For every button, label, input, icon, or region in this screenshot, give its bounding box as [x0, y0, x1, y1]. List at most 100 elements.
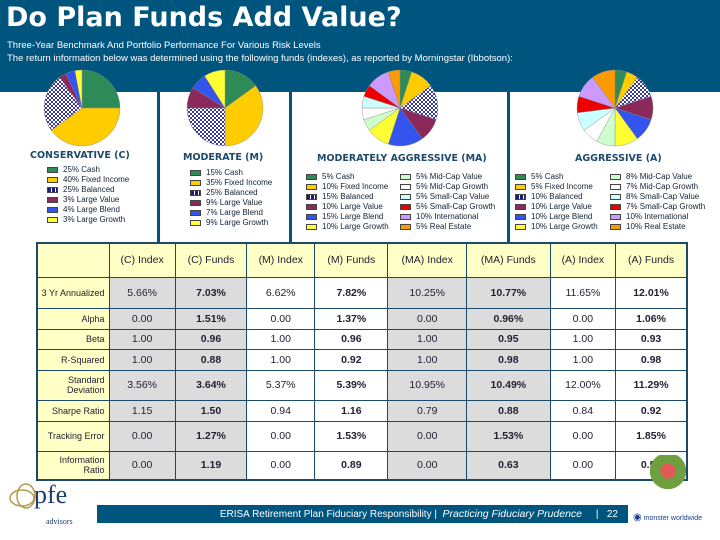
- legend-item: 40% Fixed Income: [47, 175, 129, 185]
- legend-swatch: [515, 194, 526, 200]
- table-row: Information Ratio 0.00 1.19 0.00 0.89 0.00 0.6…: [36, 450, 688, 481]
- table-cell: 0.84: [549, 399, 617, 422]
- legend: 15% Cash 35% Fixed Income 25% Balanced 9% L…: [190, 168, 272, 228]
- legend-swatch: [400, 184, 411, 190]
- legend-label: 25% Cash: [63, 165, 100, 174]
- legend-swatch: [400, 204, 411, 210]
- legend-item: 5% Real Estate: [400, 222, 495, 232]
- table-cell: 0.00: [246, 307, 316, 330]
- table-cell: 1.53%: [465, 420, 551, 452]
- legend-label: 5% Cash: [531, 172, 564, 181]
- legend-label: 5% Small-Cap Growth: [416, 202, 496, 211]
- legend-label: 40% Fixed Income: [63, 175, 130, 184]
- table-cell: 0.79: [387, 399, 467, 422]
- legend-swatch: [610, 174, 621, 180]
- table-cell: 1.00: [387, 348, 467, 371]
- legend-swatch: [610, 224, 621, 230]
- table-cell: 1.27%: [174, 420, 248, 452]
- legend-item: 3% Large Growth: [47, 215, 129, 225]
- column-header: (M) Funds: [314, 242, 389, 278]
- legend-item: 25% Balanced: [47, 185, 129, 195]
- legend-swatch: [47, 177, 58, 183]
- legend-swatch: [515, 184, 526, 190]
- table-cell: 10.95%: [387, 369, 467, 401]
- legend: 8% Mid-Cap Value 7% Mid-Cap Growth 8% Smal…: [610, 172, 705, 232]
- legend-item: 5% Mid-Cap Value: [400, 172, 495, 182]
- legend-label: 8% Mid-Cap Value: [626, 172, 693, 181]
- legend-swatch: [306, 174, 317, 180]
- legend-swatch: [306, 184, 317, 190]
- legend-swatch: [47, 217, 58, 223]
- row-label: Tracking Error: [36, 420, 110, 452]
- legend-item: 25% Cash: [47, 165, 129, 175]
- header-banner: Do Plan Funds Add Value? Three-Year Benc…: [0, 0, 720, 92]
- table-cell: 1.51%: [174, 307, 248, 330]
- table-cell: 0.00: [549, 420, 617, 452]
- legend-item: 3% Large Value: [47, 195, 129, 205]
- legend-label: 5% Mid-Cap Value: [416, 172, 483, 181]
- legend-label: 10% Large Blend: [531, 212, 593, 221]
- table-cell: 1.00: [549, 348, 617, 371]
- column-header: (M) Index: [246, 242, 316, 278]
- legend-label: 10% International: [416, 212, 479, 221]
- legend-swatch: [400, 214, 411, 220]
- page-title: Do Plan Funds Add Value?: [6, 2, 402, 33]
- legend-label: 7% Large Blend: [206, 208, 263, 217]
- legend-item: 15% Cash: [190, 168, 272, 178]
- legend-swatch: [190, 180, 201, 186]
- corner-cell: [36, 242, 110, 278]
- table-cell: 0.00: [549, 307, 617, 330]
- legend: 5% Cash 5% Fixed Income 10% Balanced 10% La…: [515, 172, 598, 232]
- legend-swatch: [515, 174, 526, 180]
- table-cell: 0.96: [314, 328, 389, 350]
- subtitle: Three-Year Benchmark And Portfolio Perfo…: [7, 40, 321, 51]
- legend-item: 10% International: [400, 212, 495, 222]
- legend-label: 9% Large Growth: [206, 218, 269, 227]
- legend-label: 10% Fixed Income: [322, 182, 389, 191]
- pfe-advisors-logo: pfe advisors: [6, 480, 94, 528]
- mascot-icon: [650, 455, 686, 495]
- legend-swatch: [306, 214, 317, 220]
- footer-bar: ERISA Retirement Plan Fiduciary Responsi…: [97, 505, 628, 523]
- legend-label: 3% Large Growth: [63, 215, 126, 224]
- svg-text:pfe: pfe: [34, 480, 67, 509]
- legend-swatch: [190, 220, 201, 226]
- table-cell: 0.00: [108, 307, 176, 330]
- legend: 5% Cash 10% Fixed Income 15% Balanced 10% L…: [306, 172, 389, 232]
- legend-item: 10% Large Growth: [515, 222, 598, 232]
- legend-item: 5% Cash: [515, 172, 598, 182]
- table-cell: 1.00: [549, 328, 617, 350]
- legend-swatch: [190, 200, 201, 206]
- legend-label: 5% Real Estate: [416, 222, 472, 231]
- table-cell: 0.00: [387, 420, 467, 452]
- legend-item: 10% Balanced: [515, 192, 598, 202]
- legend-label: 10% Large Growth: [531, 222, 598, 231]
- divider: [157, 92, 160, 242]
- page-number: 22: [606, 509, 618, 520]
- table-cell: 1.37%: [314, 307, 389, 330]
- table-cell: 0.96%: [465, 307, 551, 330]
- pie-chart: [361, 69, 439, 147]
- legend-swatch: [400, 224, 411, 230]
- table-cell: 1.16: [314, 399, 389, 422]
- table-cell: 0.98: [465, 348, 551, 371]
- table-cell: 1.06%: [615, 307, 688, 330]
- table-cell: 1.00: [108, 328, 176, 350]
- legend-item: 15% Balanced: [306, 192, 389, 202]
- table-row: R-Squared 1.00 0.88 1.00 0.92 1.00 0.98 1.00 0.9…: [36, 348, 688, 371]
- legend-item: 5% Fixed Income: [515, 182, 598, 192]
- table-cell: 1.19: [174, 450, 248, 481]
- row-label: Information Ratio: [36, 450, 110, 481]
- legend-item: 9% Large Growth: [190, 218, 272, 228]
- legend-item: 7% Large Blend: [190, 208, 272, 218]
- pie-slice-fixed-income: [50, 107, 121, 147]
- legend-swatch: [400, 174, 411, 180]
- table-cell: 7.82%: [314, 276, 389, 309]
- pie-slice-large-growth: [204, 69, 226, 109]
- table-cell: 5.66%: [108, 276, 176, 309]
- table-cell: 12.00%: [549, 369, 617, 401]
- pie-slice-balanced: [186, 107, 226, 147]
- table-row: Alpha 0.00 1.51% 0.00 1.37% 0.00 0.96% 0.00 1.06…: [36, 307, 688, 330]
- divider: [289, 92, 292, 242]
- legend: 25% Cash 40% Fixed Income 25% Balanced 3% L…: [47, 165, 129, 225]
